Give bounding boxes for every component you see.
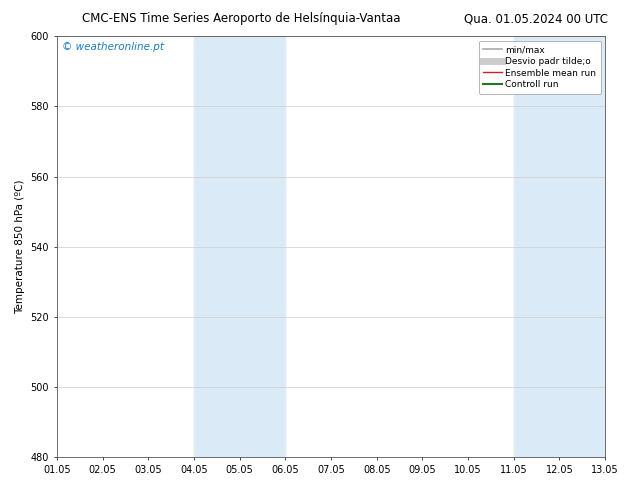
Text: © weatheronline.pt: © weatheronline.pt	[62, 43, 164, 52]
Text: Qua. 01.05.2024 00 UTC: Qua. 01.05.2024 00 UTC	[463, 12, 608, 25]
Y-axis label: Temperature 850 hPa (ºC): Temperature 850 hPa (ºC)	[15, 179, 25, 314]
Text: CMC-ENS Time Series Aeroporto de Helsínquia-Vantaa: CMC-ENS Time Series Aeroporto de Helsínq…	[82, 12, 400, 25]
Bar	[194, 36, 285, 457]
Bar	[514, 36, 605, 457]
Legend: min/max, Desvio padr tilde;o, Ensemble mean run, Controll run: min/max, Desvio padr tilde;o, Ensemble m…	[479, 41, 600, 94]
